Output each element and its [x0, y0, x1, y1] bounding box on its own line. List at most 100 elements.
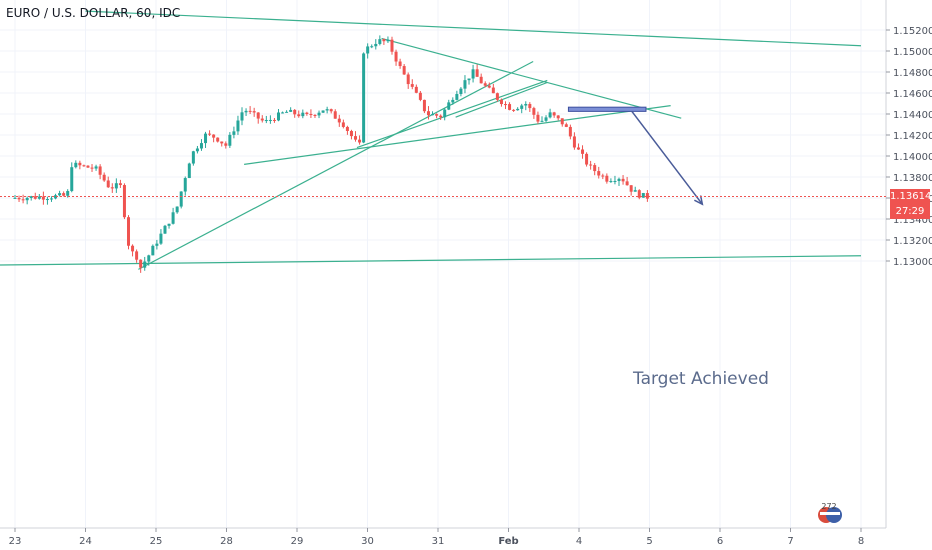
candle-body — [499, 99, 503, 105]
candle-body — [560, 118, 564, 125]
candle-body — [495, 93, 499, 100]
candle-body — [135, 251, 139, 260]
candle-body — [325, 109, 329, 111]
candle-body — [617, 178, 621, 181]
candle-body — [118, 183, 122, 186]
candle-body — [520, 105, 524, 109]
candle-body — [78, 162, 82, 166]
candle-body — [301, 112, 305, 117]
candle-body — [390, 39, 394, 52]
target-zone[interactable] — [567, 106, 647, 112]
candle-body — [232, 131, 236, 135]
candle-body — [593, 165, 597, 172]
candle-body — [568, 126, 572, 137]
candle-body — [220, 141, 224, 144]
x-tick-label: Feb — [498, 536, 518, 547]
candle-body — [114, 183, 118, 189]
candle-body — [358, 139, 362, 143]
candle-body — [175, 206, 179, 213]
candle-body — [613, 180, 617, 182]
candle-body — [139, 259, 143, 268]
candle-body — [13, 197, 17, 199]
candle-body — [564, 124, 568, 127]
candle-body — [552, 112, 556, 116]
candle-body — [321, 110, 325, 113]
x-tick-label: 5 — [646, 536, 652, 547]
candle-body — [601, 175, 605, 177]
flags-logo-icon: 272 — [818, 502, 842, 523]
candle-body — [605, 175, 609, 182]
candle-body — [216, 137, 220, 142]
candle-body — [191, 151, 195, 164]
candle-body — [540, 120, 544, 122]
candle-body — [74, 162, 78, 168]
candle-body — [544, 117, 548, 121]
candle-body — [576, 147, 580, 150]
candle-body — [548, 112, 552, 118]
trendline — [381, 37, 682, 119]
trendline — [85, 10, 862, 47]
candle-body — [447, 102, 451, 110]
target-achieved-label: Target Achieved — [633, 369, 769, 389]
candle-body — [159, 233, 163, 244]
candle-body — [224, 143, 228, 146]
candle-body — [285, 111, 289, 113]
candle-body — [362, 53, 366, 143]
candle-body — [629, 185, 633, 192]
candle-body — [33, 196, 37, 199]
candle-body — [528, 103, 532, 109]
candle-body — [122, 185, 126, 218]
candle-body — [256, 112, 260, 119]
candle-body — [183, 178, 187, 192]
candle-body — [422, 99, 426, 112]
candle-body — [305, 112, 309, 114]
candle-body — [378, 39, 382, 44]
candle-body — [127, 217, 131, 246]
candle-body — [289, 109, 293, 112]
candle-body — [333, 111, 337, 119]
candle-body — [491, 87, 495, 94]
x-tick-label: 6 — [717, 536, 723, 547]
y-tick-label: 1.13000 — [893, 257, 932, 268]
candle-body — [66, 191, 70, 196]
candle-body — [309, 113, 313, 116]
x-tick-label: 30 — [361, 536, 374, 547]
candle-body — [451, 99, 455, 103]
candle-body — [382, 39, 386, 42]
candle-body — [41, 196, 45, 200]
candle-body — [349, 130, 353, 137]
y-tick-label: 1.14800 — [893, 68, 932, 79]
y-axis-ticks: 1.15200 1.15000 1.14800 1.14600 1.14400 1.142… — [886, 26, 932, 268]
candle-body — [204, 133, 208, 144]
candle-body — [240, 112, 244, 121]
candle-body — [483, 83, 487, 86]
candle-body — [199, 143, 203, 149]
candle-body — [337, 118, 341, 123]
candle-body — [431, 114, 435, 116]
candle-body — [524, 103, 528, 106]
candle-body — [512, 109, 516, 111]
candle-body — [252, 111, 256, 113]
candle-body — [58, 193, 62, 196]
candle-body — [49, 198, 53, 200]
candle-body — [410, 84, 414, 87]
x-tick-label: 28 — [220, 536, 233, 547]
candle-body — [167, 223, 171, 226]
y-tick-label: 1.14600 — [893, 89, 932, 100]
candle-body — [426, 111, 430, 116]
candle-body — [260, 118, 264, 121]
x-tick-label: 25 — [150, 536, 163, 547]
candle-body — [21, 199, 25, 201]
target-arrow[interactable] — [631, 110, 704, 206]
target-arrow-line — [631, 110, 703, 205]
candle-body — [402, 66, 406, 75]
candle-body — [516, 108, 520, 111]
countdown-badge: 27:29 — [890, 203, 930, 219]
candle-body — [268, 119, 272, 121]
candle-body — [82, 165, 86, 167]
candle-body — [102, 174, 106, 181]
x-tick-label: 24 — [79, 536, 92, 547]
candle-body — [354, 136, 358, 140]
candle-body — [94, 166, 98, 169]
